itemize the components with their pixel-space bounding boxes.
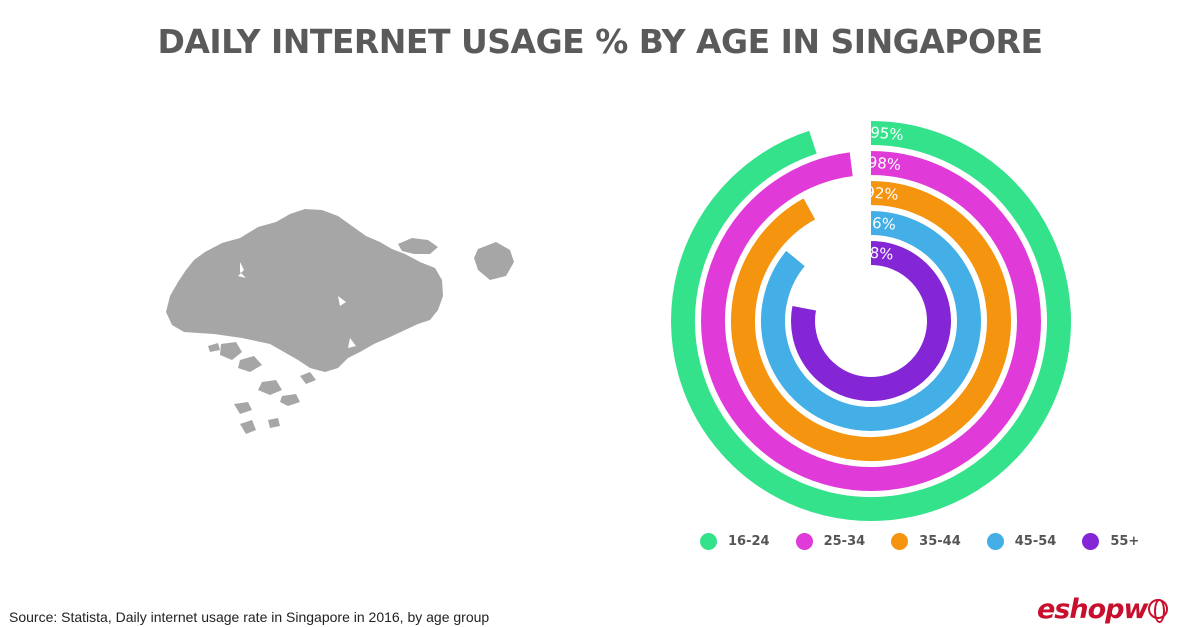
singapore-map: [166, 209, 514, 434]
legend-swatch: [986, 533, 1004, 550]
source-note: Source: Statista, Daily internet usage r…: [9, 609, 490, 625]
eshopworld-logo[interactable]: eshopwrld: [1037, 594, 1200, 627]
chart-legend: 16-24 25-34 35-44 45-54 55+: [700, 533, 1165, 550]
legend-item-55-plus: 55+: [1082, 533, 1139, 550]
ring-bar-45-54: [761, 211, 981, 431]
legend-label: 45-54: [1014, 534, 1057, 549]
globe-icon: [1148, 599, 1169, 623]
logo-text-prefix: eshopw: [1037, 594, 1148, 625]
legend-swatch: [700, 533, 717, 550]
pulau-ubin: [398, 238, 438, 254]
ring-bar-25-34: [701, 151, 1041, 491]
legend-item-35-44: 35-44: [891, 533, 961, 550]
ring-bar-16-24: [671, 121, 1071, 521]
island-g: [268, 418, 280, 428]
island-e: [234, 402, 252, 414]
chart-title: DAILY INTERNET USAGE % BY AGE IN SINGAPO…: [157, 22, 1043, 61]
ring-value-label: 92%: [864, 183, 899, 204]
island-d: [280, 394, 300, 406]
legend-swatch: [1082, 533, 1100, 550]
legend-item-16-24: 16-24: [700, 533, 770, 550]
ring-value-label: 95%: [870, 123, 905, 144]
pulau-tekong: [474, 242, 514, 280]
island-i: [208, 343, 220, 352]
ring-bar-55-plus: [791, 241, 951, 401]
legend-label: 35-44: [919, 534, 961, 549]
legend-swatch: [891, 533, 909, 550]
island-a: [220, 342, 242, 360]
ring-value-label: 98%: [867, 153, 902, 174]
island-f: [240, 420, 256, 434]
legend-item-25-34: 25-34: [795, 533, 866, 550]
ring-value-label: 78%: [859, 243, 894, 264]
legend-label: 25-34: [823, 534, 866, 549]
island-b: [238, 356, 262, 372]
singapore-main-island: [166, 209, 443, 372]
legend-label: 16-24: [728, 534, 770, 549]
logo-text-suffix: rld: [1037, 625, 1077, 627]
legend-swatch: [795, 533, 813, 550]
island-h: [300, 372, 316, 384]
ring-value-label: 86%: [862, 213, 897, 234]
legend-item-45-54: 45-54: [986, 533, 1057, 550]
ring-bar-35-44: [731, 181, 1011, 461]
legend-label: 55+: [1110, 534, 1140, 549]
island-c: [258, 380, 282, 395]
